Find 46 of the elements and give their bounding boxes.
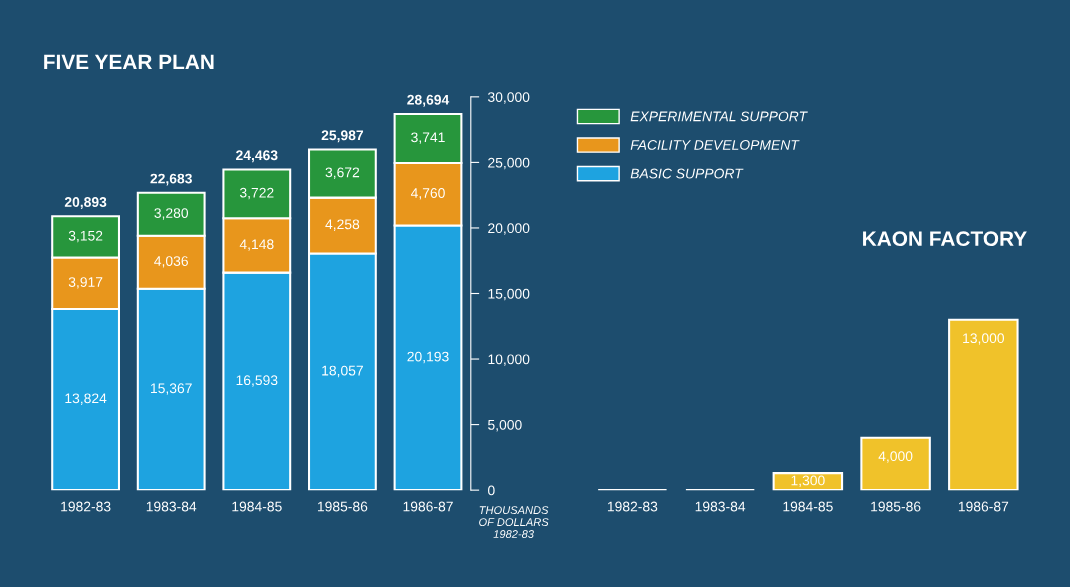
text: KAON FACTORY	[863, 231, 1027, 247]
text: 3,280	[154, 208, 189, 220]
text: 3,741	[411, 132, 445, 144]
total-label: 25,987	[321, 130, 364, 143]
text: 3,672	[325, 167, 360, 179]
y-axis-title: THOUSANDS OF DOLLARS 1982-83	[479, 506, 549, 538]
x-tick-label: 1982-83	[61, 501, 111, 512]
y-tick-label: 25,000	[488, 157, 530, 170]
x-tick-label: 1983-84	[146, 501, 197, 512]
x-tick-label: 1982-83	[607, 501, 658, 512]
text: 3,917	[68, 277, 103, 289]
total-label: 24,463	[236, 150, 278, 163]
text: 4,760	[410, 188, 445, 200]
y-tick-label: 0	[488, 485, 495, 496]
y-tick-label: 30,000	[488, 92, 530, 104]
text: 20,193	[407, 351, 449, 364]
text: 16,593	[236, 375, 278, 387]
text: 4,148	[239, 239, 274, 251]
text: 4,258	[325, 219, 360, 231]
y-tick-label: 5,000	[488, 419, 522, 432]
chart-title: FIVE YEAR PLAN	[44, 54, 214, 70]
text: 4,036	[154, 256, 188, 268]
text: 15,367	[151, 383, 192, 395]
legend-label: BASIC SUPPORT	[630, 168, 744, 179]
y-tick-label: 10,000	[488, 354, 530, 366]
x-tick-label: 1985-86	[317, 501, 368, 512]
x-tick-label: 1984-85	[783, 501, 833, 512]
text: 3,722	[239, 187, 274, 200]
total-label: 22,683	[150, 173, 192, 186]
total-label: 20,893	[64, 197, 107, 209]
text: 3,152	[68, 230, 103, 243]
data-label: 4,000	[878, 451, 913, 463]
text: 18,057	[322, 365, 363, 378]
total-label: 28,694	[407, 94, 450, 107]
data-label: 1,300	[791, 475, 825, 487]
y-tick-label: 20,000	[488, 223, 530, 235]
x-tick-label: 1984-85	[232, 501, 282, 512]
x-tick-label: 1986-87	[403, 501, 453, 512]
y-tick-label: 15,000	[488, 288, 530, 301]
x-tick-label: 1983-84	[695, 501, 746, 512]
text: 13,824	[65, 393, 107, 405]
legend-label: EXPERIMENTAL SUPPORT	[630, 111, 808, 122]
data-label: 13,000	[963, 333, 1005, 345]
x-tick-label: 1986-87	[958, 501, 1009, 512]
x-tick-label: 1985-86	[871, 501, 921, 512]
legend-label: FACILITY DEVELOPMENT	[630, 140, 800, 150]
